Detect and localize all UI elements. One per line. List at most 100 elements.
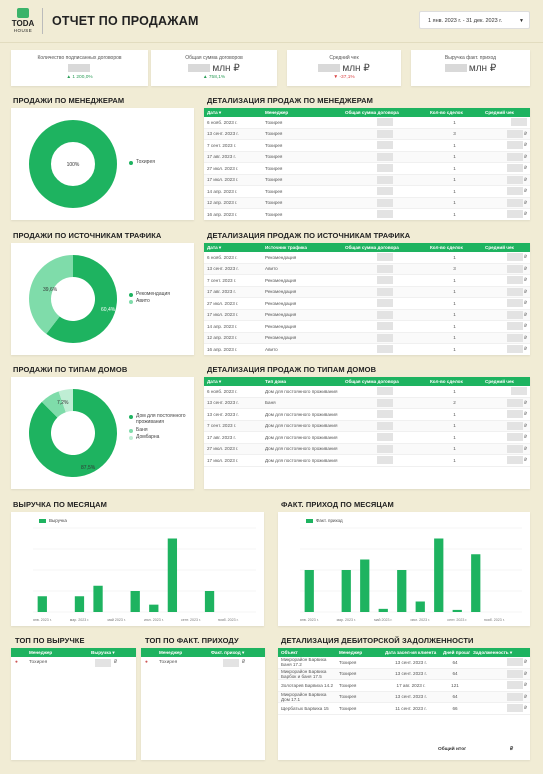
bar[interactable]: [452, 609, 462, 612]
donut-slice[interactable]: [58, 389, 73, 413]
blurred-value: [223, 659, 239, 667]
kpi-avg-check: Средний чек млн ₽ ▼ -37,1%: [287, 50, 401, 86]
donut-slice[interactable]: [28, 389, 117, 477]
bar[interactable]: [167, 538, 178, 613]
bar[interactable]: [74, 596, 85, 612]
bar[interactable]: [397, 570, 407, 612]
date-range-picker[interactable]: 1 янв. 2023 г. - 31 дек. 2023 г. ▼: [419, 11, 530, 29]
table-row[interactable]: 14 апр. 2023 г. Тохирея 1 ₽: [204, 185, 530, 198]
column-header[interactable]: Общая сумма договора: [342, 108, 427, 117]
table-row[interactable]: 14 апр. 2023 г. Рекомендация 1 ₽: [204, 320, 530, 333]
donut-slice[interactable]: [29, 255, 74, 334]
table-row[interactable]: 7 сент. 2023 г. Рекомендация 1 ₽: [204, 274, 530, 287]
column-header[interactable]: Средний чек: [482, 243, 530, 252]
legend-item[interactable]: Тохирея: [129, 159, 155, 166]
x-tick-label: сент. 2023 г.: [447, 618, 467, 622]
column-header[interactable]: Менеджер: [262, 108, 342, 117]
bar[interactable]: [149, 604, 159, 612]
column-header[interactable]: Менеджер: [336, 648, 382, 657]
column-header[interactable]: Менеджер: [29, 650, 53, 655]
table-row[interactable]: 17 июл. 2023 г. Рекомендация 1 ₽: [204, 309, 530, 321]
table-row[interactable]: Микрорайон Барвиха Барбок и баня 17.5 Тох…: [278, 668, 530, 680]
column-header[interactable]: Задолженность ▾: [470, 648, 530, 657]
bar[interactable]: [378, 608, 388, 612]
column-header[interactable]: Дата ▾: [204, 243, 262, 252]
donut-slice[interactable]: [46, 255, 117, 343]
table-row[interactable]: 7 сент. 2023 г. Тохирея 1 ₽: [204, 139, 530, 152]
bar[interactable]: [471, 554, 481, 612]
table-row[interactable]: Золотарев Барвиха 14.2 Тохирея 17 авг. 202…: [278, 679, 530, 692]
bar[interactable]: [360, 559, 370, 613]
bar[interactable]: [93, 585, 103, 612]
table-row[interactable]: 6 нояб. 2023 г. Рекомендация 1 ₽: [204, 252, 530, 264]
table-cell: Дом для постоянного проживания: [262, 408, 342, 421]
column-header[interactable]: Источник трафика: [262, 243, 342, 252]
table-row[interactable]: 16 апр. 2023 г. Авито 1 ₽: [204, 343, 530, 355]
table-row[interactable]: Щербатых Барвиха 15 Тохирея 11 сент. 2023 …: [278, 702, 530, 715]
table-cell: ₽: [482, 185, 530, 198]
legend-label: Факт. приход: [316, 518, 343, 523]
table-row[interactable]: 17 авг. 2023 г. Тохирея 1 ₽: [204, 151, 530, 163]
bar[interactable]: [304, 570, 314, 612]
donut-slice[interactable]: [29, 120, 117, 208]
table-row[interactable]: 12 апр. 2023 г. Тохирея 1 ₽: [204, 197, 530, 209]
table-row[interactable]: 6 нояб. 2023 г. Дом для постоянного прожи…: [204, 386, 530, 398]
blurred-value: [506, 276, 523, 285]
legend-item[interactable]: Дом для постоянного проживания: [129, 413, 191, 425]
column-header[interactable]: Кол-во сделок: [427, 377, 482, 386]
bar[interactable]: [130, 591, 140, 612]
table-row[interactable]: 17 авг. 2023 г. Дом для постоянного прожи…: [204, 431, 530, 444]
table-cell: [342, 332, 427, 344]
table-row[interactable]: Микрорайон Барвиха Баня 17.2 Тохирея 13 се…: [278, 657, 530, 669]
legend-item[interactable]: Домбарна: [129, 434, 191, 441]
column-header[interactable]: Дата ▾: [204, 377, 262, 386]
column-header[interactable]: Средний чек: [482, 108, 530, 117]
table-row[interactable]: 6 нояб. 2023 г. Тохирея 1: [204, 117, 530, 129]
table-row[interactable]: 27 июл. 2023 г. Рекомендация 1 ₽: [204, 297, 530, 310]
column-header[interactable]: Менеджер: [159, 650, 183, 655]
column-header[interactable]: Тип дома: [262, 377, 342, 386]
table-row[interactable]: 13 сент. 2023 г. Авито 3 ₽: [204, 263, 530, 275]
bar[interactable]: [37, 596, 47, 612]
bar[interactable]: [434, 538, 444, 613]
column-header[interactable]: Дней прошло: [440, 648, 470, 657]
column-header[interactable]: Объект: [278, 648, 336, 657]
donut-slice[interactable]: [41, 391, 66, 418]
column-header[interactable]: Средний чек: [482, 377, 530, 386]
column-header[interactable]: Общая сумма договора: [342, 377, 427, 386]
column-header[interactable]: Выручка ▾: [91, 650, 115, 655]
legend-item[interactable]: Баня: [129, 427, 191, 434]
table-row[interactable]: 17 июл. 2023 г. Дом для постоянного прожи…: [204, 454, 530, 467]
column-header[interactable]: Общая сумма договора: [342, 243, 427, 252]
table-cell: ₽: [482, 208, 530, 220]
blurred-value: [376, 345, 393, 354]
receivables-table: Объект Менеджер Дата засел-ия клиента Дней …: [278, 648, 530, 715]
table-cell: 7 сент. 2023 г.: [204, 139, 262, 152]
blurred-value: [376, 299, 393, 308]
table-cell: ₽: [482, 128, 530, 140]
x-tick-label: нояб. 2023 г.: [218, 618, 239, 622]
table-row[interactable]: 27 июл. 2023 г. Тохирея 1 ₽: [204, 162, 530, 175]
legend-item[interactable]: Авито: [129, 298, 170, 305]
table-row[interactable]: 13 сент. 2023 г. Тохирея 3 ₽: [204, 128, 530, 140]
table-row[interactable]: 27 июл. 2023 г. Дом для постоянного прожи…: [204, 443, 530, 455]
table-row[interactable]: 13 сент. 2023 г. Дом для постоянного прож…: [204, 408, 530, 421]
table-row[interactable]: Микрорайон Барвиха Дом 17.1 Тохирея 13 сен…: [278, 691, 530, 703]
column-header[interactable]: Дата ▾: [204, 108, 262, 117]
bar[interactable]: [341, 570, 351, 612]
column-header[interactable]: Факт. приход ▾: [211, 650, 245, 655]
column-header[interactable]: Дата засел-ия клиента: [382, 648, 440, 657]
table-row[interactable]: 13 сент. 2023 г. Баня 2 ₽: [204, 397, 530, 409]
column-header[interactable]: Кол-во сделок: [427, 108, 482, 117]
table-row[interactable]: 17 авг. 2023 г. Рекомендация 1 ₽: [204, 286, 530, 298]
bar[interactable]: [415, 601, 425, 613]
column-header[interactable]: Кол-во сделок: [427, 243, 482, 252]
table-row[interactable]: 7 сент. 2023 г. Дом для постоянного прожи…: [204, 420, 530, 432]
legend-item[interactable]: Рекомендация: [129, 291, 170, 298]
table-row[interactable]: 12 апр. 2023 г. Рекомендация 1 ₽: [204, 332, 530, 344]
table-row[interactable]: 17 июл. 2023 г. Тохирея 1 ₽: [204, 174, 530, 186]
bar[interactable]: [204, 591, 215, 612]
table-cell: ₽: [470, 679, 530, 692]
table-row[interactable]: 16 апр. 2023 г. Тохирея 1 ₽: [204, 208, 530, 220]
blurred-value: [376, 387, 393, 396]
